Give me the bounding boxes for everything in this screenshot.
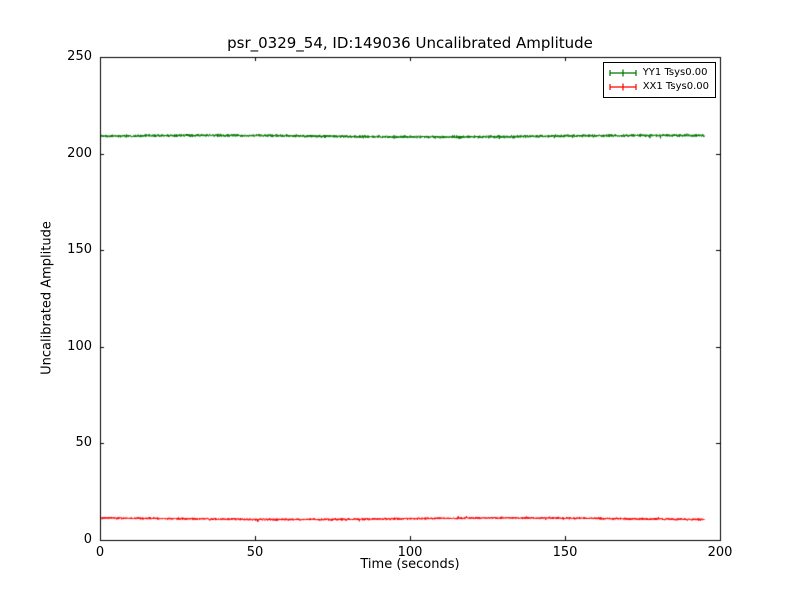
legend-label: YY1 Tsys0.00 xyxy=(642,67,708,78)
y-tick-label: 50 xyxy=(75,435,92,451)
y-tick-label: 200 xyxy=(67,145,92,161)
x-tick-label: 50 xyxy=(246,545,264,560)
x-tick-label: 0 xyxy=(95,545,105,560)
y-tick-label: 150 xyxy=(67,242,92,258)
legend-entry: XX1 Tsys0.00 xyxy=(608,80,709,94)
legend: YY1 Tsys0.00 XX1 Tsys0.00 xyxy=(602,62,716,98)
legend-entry: YY1 Tsys0.00 xyxy=(608,66,709,80)
x-axis-label: Time (seconds) xyxy=(360,557,460,572)
y-tick-label: 100 xyxy=(67,338,92,354)
legend-label: XX1 Tsys0.00 xyxy=(642,81,709,92)
y-tick-label: 250 xyxy=(67,49,92,64)
legend-line-sample-icon xyxy=(609,83,637,91)
x-tick-label: 150 xyxy=(552,545,578,560)
x-tick-label: 100 xyxy=(397,545,423,560)
x-tick-label: 200 xyxy=(707,545,733,560)
y-tick-label: 0 xyxy=(83,532,92,547)
legend-line-sample-icon xyxy=(609,69,637,77)
chart-title: psr_0329_54, ID:149036 Uncalibrated Ampl… xyxy=(227,34,593,52)
